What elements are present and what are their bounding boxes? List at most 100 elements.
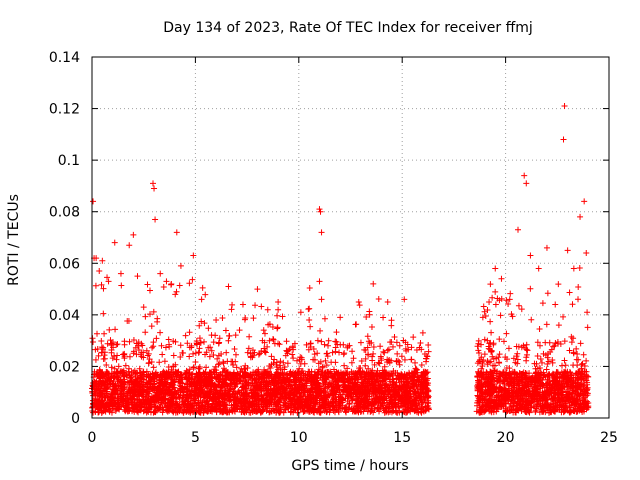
data-point	[142, 399, 149, 406]
data-point	[362, 362, 369, 369]
data-point	[268, 401, 275, 408]
data-point	[186, 382, 193, 389]
data-point	[418, 403, 425, 410]
data-point	[125, 365, 132, 372]
data-point	[226, 388, 233, 395]
data-point	[574, 350, 581, 357]
data-point	[101, 330, 108, 337]
data-point	[386, 370, 393, 377]
data-point	[325, 337, 332, 344]
data-point	[283, 402, 290, 409]
data-point	[129, 395, 136, 402]
data-point	[140, 390, 147, 397]
data-point	[295, 405, 302, 412]
data-point	[321, 315, 328, 322]
data-point	[242, 315, 249, 322]
data-point	[580, 351, 587, 358]
data-point	[162, 397, 169, 404]
data-point	[144, 389, 151, 396]
data-point	[119, 370, 126, 377]
data-point	[282, 352, 289, 359]
data-point	[393, 404, 400, 411]
data-point	[107, 378, 114, 385]
data-point	[219, 314, 226, 321]
data-point	[268, 361, 275, 368]
data-point	[380, 348, 387, 355]
data-point	[254, 389, 261, 396]
data-point	[153, 335, 160, 342]
data-point	[310, 374, 317, 381]
data-point	[244, 396, 251, 403]
data-point	[289, 351, 296, 358]
data-point	[247, 374, 254, 381]
data-point	[123, 407, 130, 414]
data-point	[144, 352, 151, 359]
data-point	[166, 341, 173, 348]
data-point	[305, 306, 312, 313]
data-point	[349, 380, 356, 387]
data-point	[279, 313, 286, 320]
data-point	[136, 403, 143, 410]
data-point	[315, 360, 322, 367]
data-point	[244, 349, 251, 356]
data-point	[219, 368, 226, 375]
data-point	[326, 406, 333, 413]
data-point	[207, 389, 214, 396]
data-point	[398, 353, 405, 360]
data-point	[370, 401, 377, 408]
data-point	[369, 376, 376, 383]
data-point	[489, 294, 496, 301]
data-point	[236, 327, 243, 334]
data-point	[221, 397, 228, 404]
data-point	[116, 406, 123, 413]
data-point	[374, 367, 381, 374]
data-point	[137, 375, 144, 382]
data-point	[149, 371, 156, 378]
data-point	[356, 302, 363, 309]
data-point	[290, 406, 297, 413]
data-point	[354, 403, 361, 410]
data-point	[146, 405, 153, 412]
data-point	[495, 359, 502, 366]
data-point	[247, 387, 254, 394]
data-point	[287, 409, 294, 416]
data-point	[270, 336, 277, 343]
data-point	[225, 337, 232, 344]
data-point	[335, 407, 342, 414]
data-point	[104, 274, 111, 281]
data-point	[201, 338, 208, 345]
data-point	[323, 409, 330, 416]
data-point	[343, 409, 350, 416]
data-point	[245, 345, 252, 352]
data-point	[157, 404, 164, 411]
data-point	[159, 351, 166, 358]
data-point	[275, 306, 282, 313]
data-point	[390, 384, 397, 391]
data-point	[354, 375, 361, 382]
data-point	[271, 378, 278, 385]
data-point	[120, 395, 127, 402]
data-point	[196, 365, 203, 372]
data-point	[177, 372, 184, 379]
data-point	[410, 406, 417, 413]
data-point	[136, 369, 143, 376]
data-point	[316, 399, 323, 406]
data-point	[393, 339, 400, 346]
data-point	[275, 374, 282, 381]
data-point	[214, 401, 221, 408]
data-point	[115, 363, 122, 370]
data-point	[182, 332, 189, 339]
data-point	[169, 379, 176, 386]
data-point	[289, 344, 296, 351]
data-point	[159, 381, 166, 388]
data-point	[206, 395, 213, 402]
data-point	[224, 358, 231, 365]
data-point	[381, 363, 388, 370]
data-point	[314, 337, 321, 344]
data-point	[150, 308, 157, 315]
data-point	[243, 404, 250, 411]
data-point	[345, 377, 352, 384]
data-point	[197, 382, 204, 389]
data-point	[157, 406, 164, 413]
data-point	[475, 349, 482, 356]
